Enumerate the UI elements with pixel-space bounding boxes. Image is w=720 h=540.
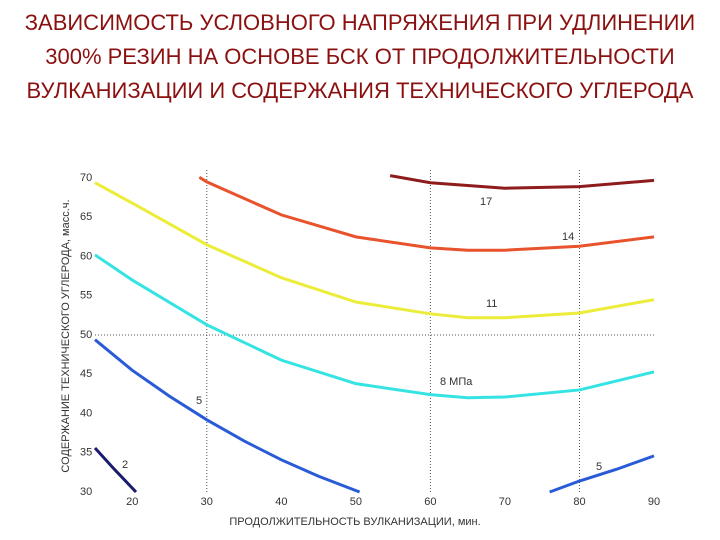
x-tick-label: 60: [424, 496, 436, 508]
y-tick-label: 50: [80, 329, 92, 341]
y-tick-label: 40: [80, 407, 92, 419]
y-tick-label: 70: [80, 172, 92, 184]
contour-line: [94, 338, 361, 494]
x-tick-label: 90: [648, 496, 660, 508]
x-tick-label: 20: [126, 496, 138, 508]
line-label: 2: [122, 459, 128, 471]
contour-line: [94, 181, 655, 320]
line-label: 5: [196, 395, 202, 407]
y-tick-label: 65: [80, 211, 92, 223]
contour-line: [389, 174, 655, 190]
contour-line: [94, 253, 655, 400]
chart-title: ЗАВИСИМОСТЬ УСЛОВНОГО НАПРЯЖЕНИЯ ПРИ УДЛ…: [24, 10, 696, 103]
x-tick-label: 50: [350, 496, 362, 508]
x-tick-label: 80: [573, 496, 585, 508]
contour-line: [549, 454, 655, 494]
x-tick-label: 30: [201, 496, 213, 508]
line-label: 14: [562, 231, 574, 243]
y-tick-label: 35: [80, 447, 92, 459]
y-tick-label: 45: [80, 368, 92, 380]
y-axis-label: СОДЕРЖАНИЕ ТЕХНИЧЕСКОГО УГЛЕРОДА, масс.ч…: [60, 199, 72, 472]
contour-line: [198, 175, 655, 252]
contour-line: [93, 447, 138, 494]
line-label: 5: [596, 461, 602, 473]
y-tick-label: 55: [80, 290, 92, 302]
y-tick-label: 30: [80, 486, 92, 498]
line-label: 11: [486, 298, 497, 310]
line-label: 8 МПа: [440, 376, 473, 388]
y-tick-label: 60: [80, 250, 92, 262]
x-tick-label: 40: [275, 496, 287, 508]
line-label: 17: [480, 196, 492, 208]
x-tick-label: 70: [499, 496, 511, 508]
x-axis-label: ПРОДОЛЖИТЕЛЬНОСТЬ ВУЛКАНИЗАЦИИ, мин.: [229, 516, 480, 528]
